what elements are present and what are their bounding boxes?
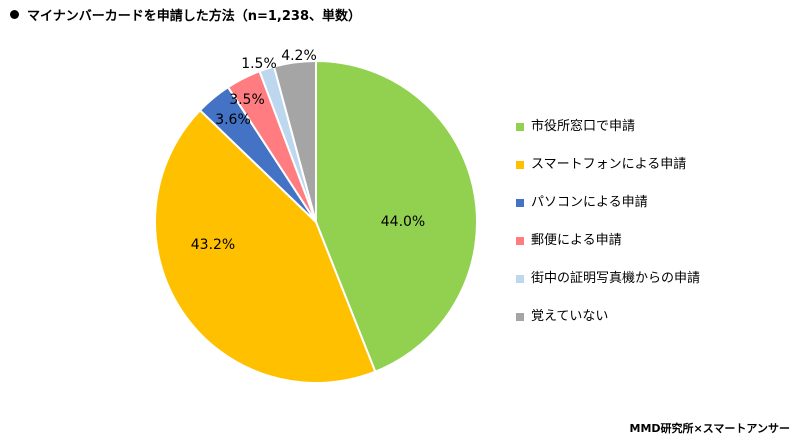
legend-label-4: 郵便による申請 <box>531 233 622 248</box>
chart-title: マイナンバーカードを申請した方法（n=1,238、単数） <box>10 5 361 24</box>
data-label-5: 1.5% <box>241 56 277 72</box>
pie-slice-2 <box>154 108 377 384</box>
legend-item-6: 覚えていない <box>516 307 700 326</box>
legend-item-2: スマートフォンによる申請 <box>516 155 700 174</box>
source-credit: MMD研究所×スマートアンサー <box>629 422 790 435</box>
data-label-1: 44.0% <box>381 214 425 230</box>
legend-label-1: 市役所窓口で申請 <box>531 119 636 134</box>
data-label-6: 4.2% <box>281 48 317 64</box>
legend-item-5: 街中の証明写真機からの申請 <box>516 269 700 288</box>
legend-swatch-5 <box>516 274 524 283</box>
chart-title-text: マイナンバーカードを申請した方法（n=1,238、単数） <box>27 9 362 24</box>
pie-slice-6 <box>272 59 317 223</box>
legend-swatch-6 <box>516 312 524 321</box>
data-label-4: 3.5% <box>229 92 265 108</box>
legend: 市役所窓口で申請スマートフォンによる申請 パソコンによる申請 郵便による申請街中の証… <box>516 117 700 345</box>
legend-swatch-1 <box>516 122 524 131</box>
data-label-2: 43.2% <box>191 237 235 253</box>
legend-label-6: 覚えていない <box>531 309 609 324</box>
legend-item-3: パソコンによる申請 <box>516 193 700 212</box>
data-label-3: 3.6% <box>215 112 251 128</box>
pie-slice-1 <box>315 59 478 373</box>
legend-label-2: スマートフォンによる申請 <box>531 157 687 172</box>
legend-label-5: 街中の証明写真機からの申請 <box>531 271 701 286</box>
legend-swatch-3 <box>516 198 524 207</box>
legend-item-4: 郵便による申請 <box>516 231 700 250</box>
legend-item-1: 市役所窓口で申請 <box>516 117 700 136</box>
legend-label-3: パソコンによる申請 <box>531 195 648 210</box>
legend-swatch-4 <box>516 236 524 245</box>
bullet-icon <box>10 10 19 19</box>
legend-swatch-2 <box>516 160 524 169</box>
